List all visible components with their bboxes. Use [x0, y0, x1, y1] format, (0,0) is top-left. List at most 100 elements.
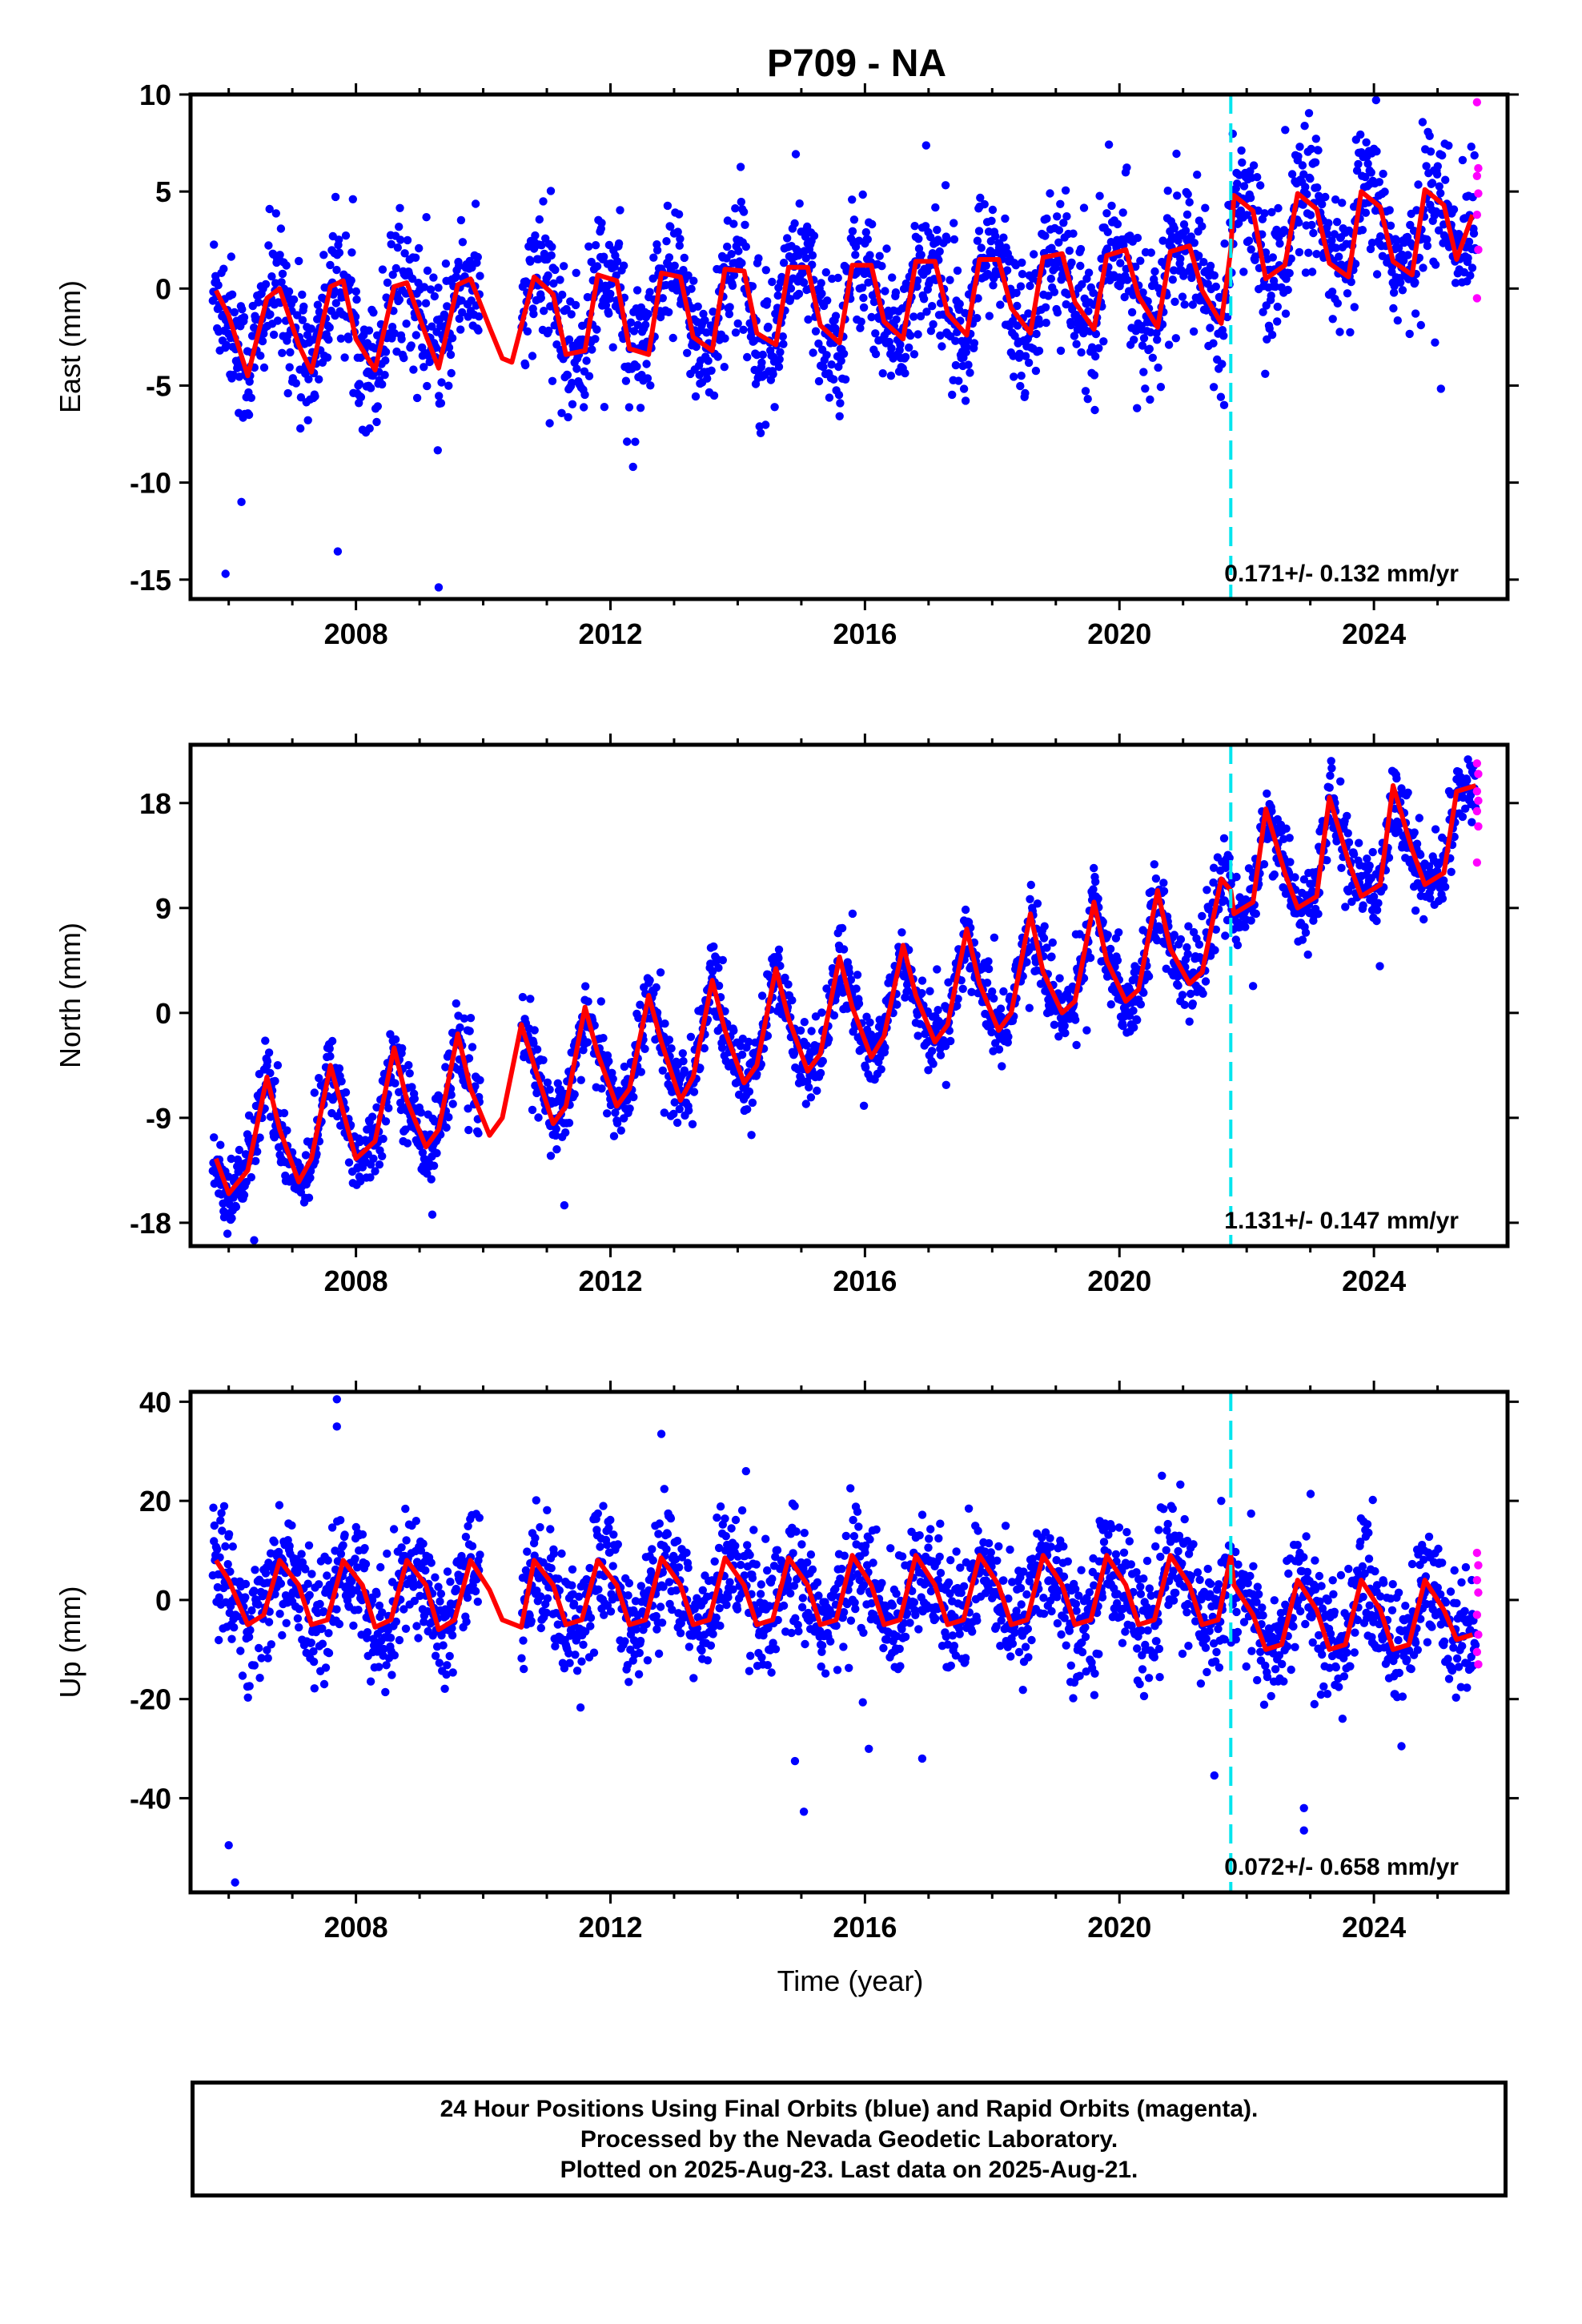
final-orbit-point	[1067, 258, 1076, 267]
final-orbit-point	[1464, 733, 1472, 741]
final-orbit-point	[1219, 834, 1229, 843]
final-orbit-point	[800, 1018, 809, 1027]
final-orbit-point	[591, 335, 600, 344]
final-orbit-point	[1247, 916, 1255, 925]
final-orbit-point	[1203, 886, 1211, 895]
final-orbit-point	[1416, 320, 1426, 330]
final-orbit-point	[936, 1051, 946, 1059]
final-orbit-point	[558, 290, 567, 300]
final-orbit-point	[905, 343, 913, 352]
final-orbit-point	[1372, 270, 1382, 279]
final-orbit-point	[901, 352, 910, 361]
final-orbit-point	[1307, 220, 1316, 230]
final-orbit-point	[1076, 244, 1086, 254]
final-orbit-point	[799, 278, 809, 287]
x-tick-label: 2016	[833, 617, 897, 650]
final-orbit-point	[287, 1521, 296, 1530]
final-orbit-point	[998, 1062, 1006, 1071]
final-orbit-point	[1083, 395, 1092, 404]
final-orbit-point	[1271, 282, 1280, 292]
final-orbit-point	[1435, 182, 1444, 191]
final-orbit-point	[214, 280, 223, 290]
final-orbit-point	[1394, 243, 1403, 252]
final-orbit-point	[326, 260, 335, 270]
final-orbit-point	[323, 353, 332, 362]
final-orbit-point	[1055, 974, 1064, 983]
final-orbit-point	[791, 150, 801, 159]
final-orbit-point	[1186, 232, 1196, 241]
final-orbit-point	[1306, 174, 1315, 183]
final-orbit-point	[961, 396, 970, 405]
final-orbit-point	[526, 995, 535, 1003]
final-orbit-point	[291, 379, 300, 388]
final-orbit-point	[774, 362, 784, 372]
final-orbit-point	[990, 994, 998, 1003]
final-orbit-point	[584, 372, 594, 380]
final-orbit-point	[941, 181, 950, 190]
rapid-orbit-point	[1472, 787, 1482, 796]
final-orbit-point	[276, 1579, 286, 1588]
final-orbit-point	[395, 296, 404, 304]
final-orbit-point	[857, 283, 867, 292]
final-orbit-point	[1335, 328, 1344, 336]
final-orbit-point	[1030, 250, 1038, 259]
final-orbit-point	[235, 1145, 244, 1155]
final-orbit-point	[679, 1056, 688, 1066]
final-orbit-point	[885, 337, 894, 347]
final-orbit-point	[770, 403, 779, 412]
final-orbit-point	[818, 1056, 827, 1066]
final-orbit-point	[1180, 300, 1189, 309]
final-orbit-point	[1336, 777, 1345, 786]
final-orbit-point	[301, 1565, 310, 1574]
final-orbit-point	[1021, 352, 1030, 360]
final-orbit-point	[336, 334, 346, 343]
final-orbit-point	[1414, 180, 1423, 189]
final-orbit-point	[531, 231, 540, 240]
final-orbit-point	[1050, 1020, 1059, 1029]
final-orbit-point	[1361, 208, 1371, 217]
final-orbit-point	[1139, 334, 1149, 343]
final-orbit-point	[523, 327, 532, 336]
final-orbit-point	[606, 289, 615, 299]
final-orbit-point	[441, 1063, 450, 1072]
final-orbit-point	[400, 353, 408, 363]
final-orbit-point	[1202, 306, 1211, 315]
final-orbit-point	[714, 981, 724, 991]
final-orbit-point	[1274, 203, 1283, 213]
final-orbit-point	[717, 1043, 727, 1052]
final-orbit-point	[917, 989, 926, 998]
final-orbit-point	[888, 273, 897, 282]
final-orbit-point	[411, 253, 420, 262]
final-orbit-point	[1173, 191, 1182, 200]
final-orbit-point	[964, 360, 973, 369]
final-orbit-point	[336, 1550, 346, 1558]
final-orbit-point	[1047, 952, 1056, 961]
final-orbit-point	[1335, 252, 1343, 261]
final-orbit-point	[223, 1560, 232, 1569]
final-orbit-point	[1041, 231, 1050, 240]
final-orbit-point	[1416, 850, 1425, 859]
final-orbit-point	[539, 1055, 548, 1065]
final-orbit-point	[1326, 771, 1335, 780]
final-orbit-point	[397, 335, 406, 344]
final-orbit-point	[924, 1066, 933, 1075]
final-orbit-point	[663, 201, 673, 211]
final-orbit-point	[270, 1538, 279, 1546]
final-orbit-point	[1042, 214, 1051, 223]
final-orbit-point	[835, 412, 844, 420]
final-orbit-point	[571, 300, 580, 310]
final-orbit-point	[267, 1640, 275, 1649]
final-orbit-point	[358, 1530, 367, 1539]
final-orbit-point	[1136, 256, 1145, 265]
final-orbit-point	[380, 371, 389, 380]
final-orbit-point	[241, 1150, 251, 1159]
final-orbit-point	[269, 330, 279, 340]
final-orbit-point	[1303, 950, 1312, 959]
final-orbit-point	[882, 244, 891, 253]
final-orbit-point	[1221, 931, 1230, 940]
final-orbit-point	[1010, 372, 1018, 381]
final-orbit-point	[1170, 224, 1179, 233]
final-orbit-point	[991, 231, 1000, 241]
final-orbit-point	[1244, 236, 1254, 245]
final-orbit-point	[526, 257, 535, 266]
